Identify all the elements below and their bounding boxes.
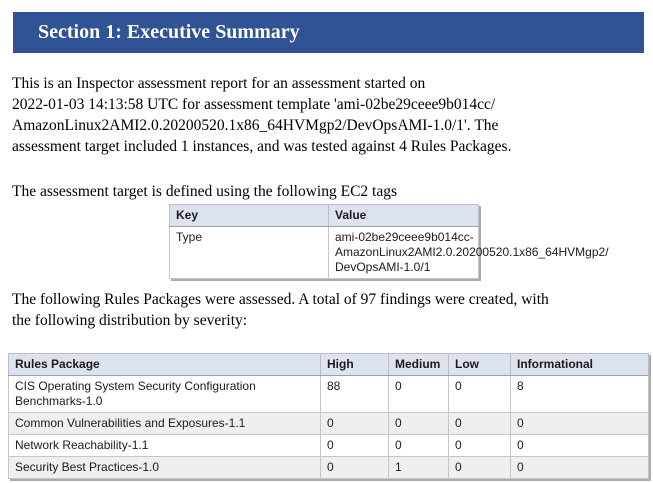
rules-package-name: CIS Operating System Security Configurat… <box>8 375 321 413</box>
high-count: 0 <box>320 456 389 479</box>
findings-header-package: Rules Package <box>8 353 321 376</box>
table-row: CIS Operating System Security Configurat… <box>8 375 649 413</box>
rules-package-name: Common Vulnerabilities and Exposures-1.1 <box>8 412 321 435</box>
rules-package-name: Security Best Practices-1.0 <box>8 456 321 479</box>
informational-count: 8 <box>510 375 649 413</box>
ec2-tags-table: Key Value Type ami-02be29ceee9b014cc- Am… <box>169 204 609 279</box>
findings-header-low: Low <box>448 353 511 376</box>
findings-header-high: High <box>320 353 389 376</box>
low-count: 0 <box>448 456 511 479</box>
informational-count: 0 <box>510 456 649 479</box>
low-count: 0 <box>448 412 511 435</box>
medium-count: 0 <box>388 375 449 413</box>
informational-count: 0 <box>510 434 649 457</box>
high-count: 88 <box>320 375 389 413</box>
informational-count: 0 <box>510 412 649 435</box>
table-row: Type ami-02be29ceee9b014cc- AmazonLinux2… <box>169 226 609 279</box>
high-count: 0 <box>320 434 389 457</box>
table-row: Common Vulnerabilities and Exposures-1.1… <box>8 412 649 435</box>
low-count: 0 <box>448 434 511 457</box>
medium-count: 0 <box>388 434 449 457</box>
section-header-bar: Section 1: Executive Summary <box>13 12 644 53</box>
medium-count: 0 <box>388 412 449 435</box>
low-count: 0 <box>448 375 511 413</box>
rules-summary-paragraph: The following Rules Packages were assess… <box>12 291 549 329</box>
findings-table: Rules Package High Medium Low Informatio… <box>8 353 649 479</box>
ec2-tags-header-key: Key <box>169 204 329 227</box>
ec2-tags-intro-paragraph: The assessment target is defined using t… <box>12 183 397 200</box>
table-row: Security Best Practices-1.0 0 1 0 0 <box>8 456 649 479</box>
ec2-tag-key: Type <box>169 226 329 279</box>
intro-paragraph: This is an Inspector assessment report f… <box>12 75 512 155</box>
ec2-tags-header-row: Key Value <box>169 204 479 227</box>
ec2-tags-header-value: Value <box>328 204 479 227</box>
rules-package-name: Network Reachability-1.1 <box>8 434 321 457</box>
findings-header-row: Rules Package High Medium Low Informatio… <box>8 353 649 376</box>
section-title: Section 1: Executive Summary <box>38 21 300 43</box>
findings-header-informational: Informational <box>510 353 649 376</box>
medium-count: 1 <box>388 456 449 479</box>
findings-header-medium: Medium <box>388 353 449 376</box>
table-row: Network Reachability-1.1 0 0 0 0 <box>8 434 649 457</box>
high-count: 0 <box>320 412 389 435</box>
ec2-tag-value: ami-02be29ceee9b014cc- AmazonLinux2AMI2.… <box>328 226 609 279</box>
